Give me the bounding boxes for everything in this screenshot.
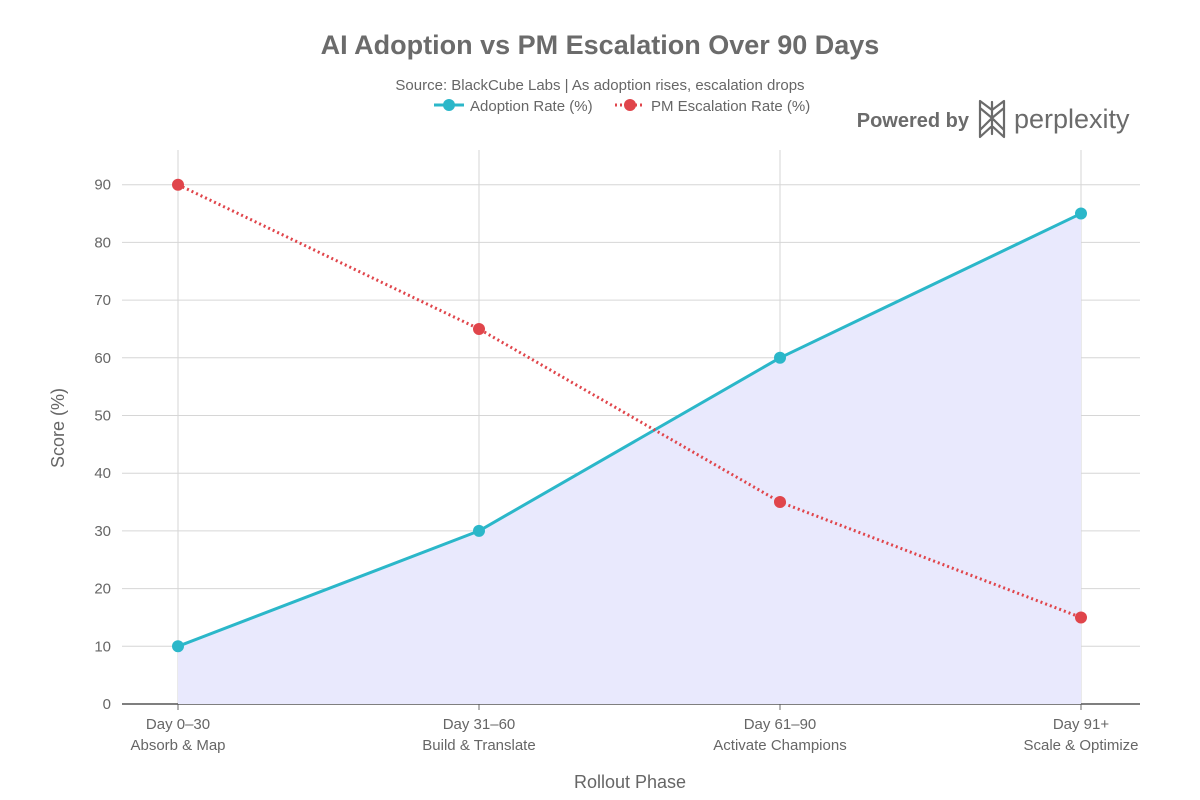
y-tick-label: 80 bbox=[94, 234, 111, 251]
series-lines-layer bbox=[177, 183, 1082, 648]
powered-by-label: Powered by bbox=[857, 110, 970, 132]
data-point-adoption bbox=[172, 640, 184, 653]
x-tick-label-phase: Day 61–90 bbox=[744, 716, 817, 733]
brand-watermark: Powered by perplexity bbox=[857, 99, 1130, 139]
x-tick-label-name: Build & Translate bbox=[422, 737, 535, 754]
x-tick-label-phase: Day 0–30 bbox=[146, 716, 210, 733]
y-axis-title: Score (%) bbox=[48, 388, 68, 468]
x-tick-label-phase: Day 91+ bbox=[1053, 716, 1110, 733]
data-point-adoption bbox=[473, 524, 485, 537]
y-tick-label: 60 bbox=[94, 350, 111, 367]
adoption-area-layer bbox=[178, 213, 1081, 705]
x-tick-label: Day 91+ Scale & Optimize bbox=[1023, 716, 1138, 754]
perplexity-logo-icon bbox=[978, 99, 1006, 139]
series-line-adoption bbox=[177, 212, 1082, 648]
y-tick-label: 20 bbox=[94, 581, 111, 598]
series-line-escalation bbox=[177, 183, 1082, 619]
x-axis-title: Rollout Phase bbox=[574, 772, 686, 792]
series-points-layer bbox=[172, 178, 1087, 653]
y-tick-label: 0 bbox=[103, 696, 111, 713]
x-tick-label-phase: Day 31–60 bbox=[443, 716, 516, 733]
x-tick-labels: Day 0–30 Absorb & Map Day 31–60 Build & Tra… bbox=[130, 716, 1138, 754]
series-area-adoption bbox=[178, 213, 1081, 705]
data-point-adoption bbox=[774, 351, 786, 364]
legend: Adoption Rate (%) PM Escalation Rate (%) bbox=[434, 98, 810, 115]
legend-label-escalation: PM Escalation Rate (%) bbox=[651, 98, 810, 115]
x-tick-label: Day 0–30 Absorb & Map bbox=[130, 716, 225, 754]
y-tick-label: 50 bbox=[94, 408, 111, 425]
y-tick-label: 30 bbox=[94, 523, 111, 540]
data-point-escalation bbox=[172, 178, 184, 191]
data-point-escalation bbox=[473, 322, 485, 335]
x-tick-label: Day 31–60 Build & Translate bbox=[422, 716, 535, 754]
brand-name: perplexity bbox=[1014, 104, 1130, 134]
y-tick-label: 70 bbox=[94, 292, 111, 309]
data-point-adoption bbox=[1075, 207, 1087, 220]
x-tick-label: Day 61–90 Activate Champions bbox=[713, 716, 846, 754]
y-tick-label: 90 bbox=[94, 177, 111, 194]
legend-marker-adoption bbox=[443, 99, 455, 111]
chart-title: AI Adoption vs PM Escalation Over 90 Day… bbox=[321, 30, 880, 60]
y-tick-label: 40 bbox=[94, 465, 111, 482]
y-tick-labels: 0 10 20 30 40 50 60 70 80 90 bbox=[94, 177, 111, 713]
x-tick-label-name: Scale & Optimize bbox=[1023, 737, 1138, 754]
data-point-escalation bbox=[774, 496, 786, 509]
x-tick-label-name: Activate Champions bbox=[713, 737, 846, 754]
chart-subtitle: Source: BlackCube Labs | As adoption ris… bbox=[395, 77, 804, 94]
x-tick-label-name: Absorb & Map bbox=[130, 737, 225, 754]
y-tick-label: 10 bbox=[94, 638, 111, 655]
legend-label-adoption: Adoption Rate (%) bbox=[470, 98, 593, 115]
data-point-escalation bbox=[1075, 611, 1087, 624]
legend-marker-escalation bbox=[624, 99, 636, 111]
